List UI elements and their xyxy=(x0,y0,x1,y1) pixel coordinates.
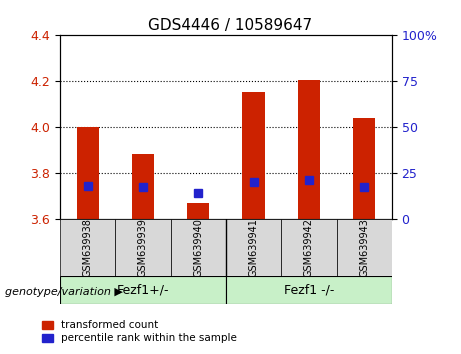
Text: GSM639938: GSM639938 xyxy=(83,218,93,277)
FancyBboxPatch shape xyxy=(115,219,171,276)
Bar xyxy=(77,127,99,219)
Text: genotype/variation ▶: genotype/variation ▶ xyxy=(5,287,123,297)
Bar xyxy=(353,118,375,219)
Text: GSM639942: GSM639942 xyxy=(304,218,314,277)
Bar xyxy=(298,80,320,219)
Text: GDS4446 / 10589647: GDS4446 / 10589647 xyxy=(148,18,313,33)
Text: Fezf1 -/-: Fezf1 -/- xyxy=(284,284,334,297)
FancyBboxPatch shape xyxy=(171,219,226,276)
FancyBboxPatch shape xyxy=(337,219,392,276)
FancyBboxPatch shape xyxy=(226,276,392,304)
FancyBboxPatch shape xyxy=(226,219,281,276)
FancyBboxPatch shape xyxy=(60,276,226,304)
Text: Fezf1+/-: Fezf1+/- xyxy=(117,284,169,297)
Text: GSM639943: GSM639943 xyxy=(359,218,369,277)
FancyBboxPatch shape xyxy=(60,219,115,276)
Bar xyxy=(242,92,265,219)
Text: GSM639939: GSM639939 xyxy=(138,218,148,277)
Text: GSM639940: GSM639940 xyxy=(193,218,203,277)
Bar xyxy=(132,154,154,219)
Text: GSM639941: GSM639941 xyxy=(248,218,259,277)
FancyBboxPatch shape xyxy=(281,219,337,276)
Legend: transformed count, percentile rank within the sample: transformed count, percentile rank withi… xyxy=(42,320,236,343)
Bar xyxy=(187,203,209,219)
